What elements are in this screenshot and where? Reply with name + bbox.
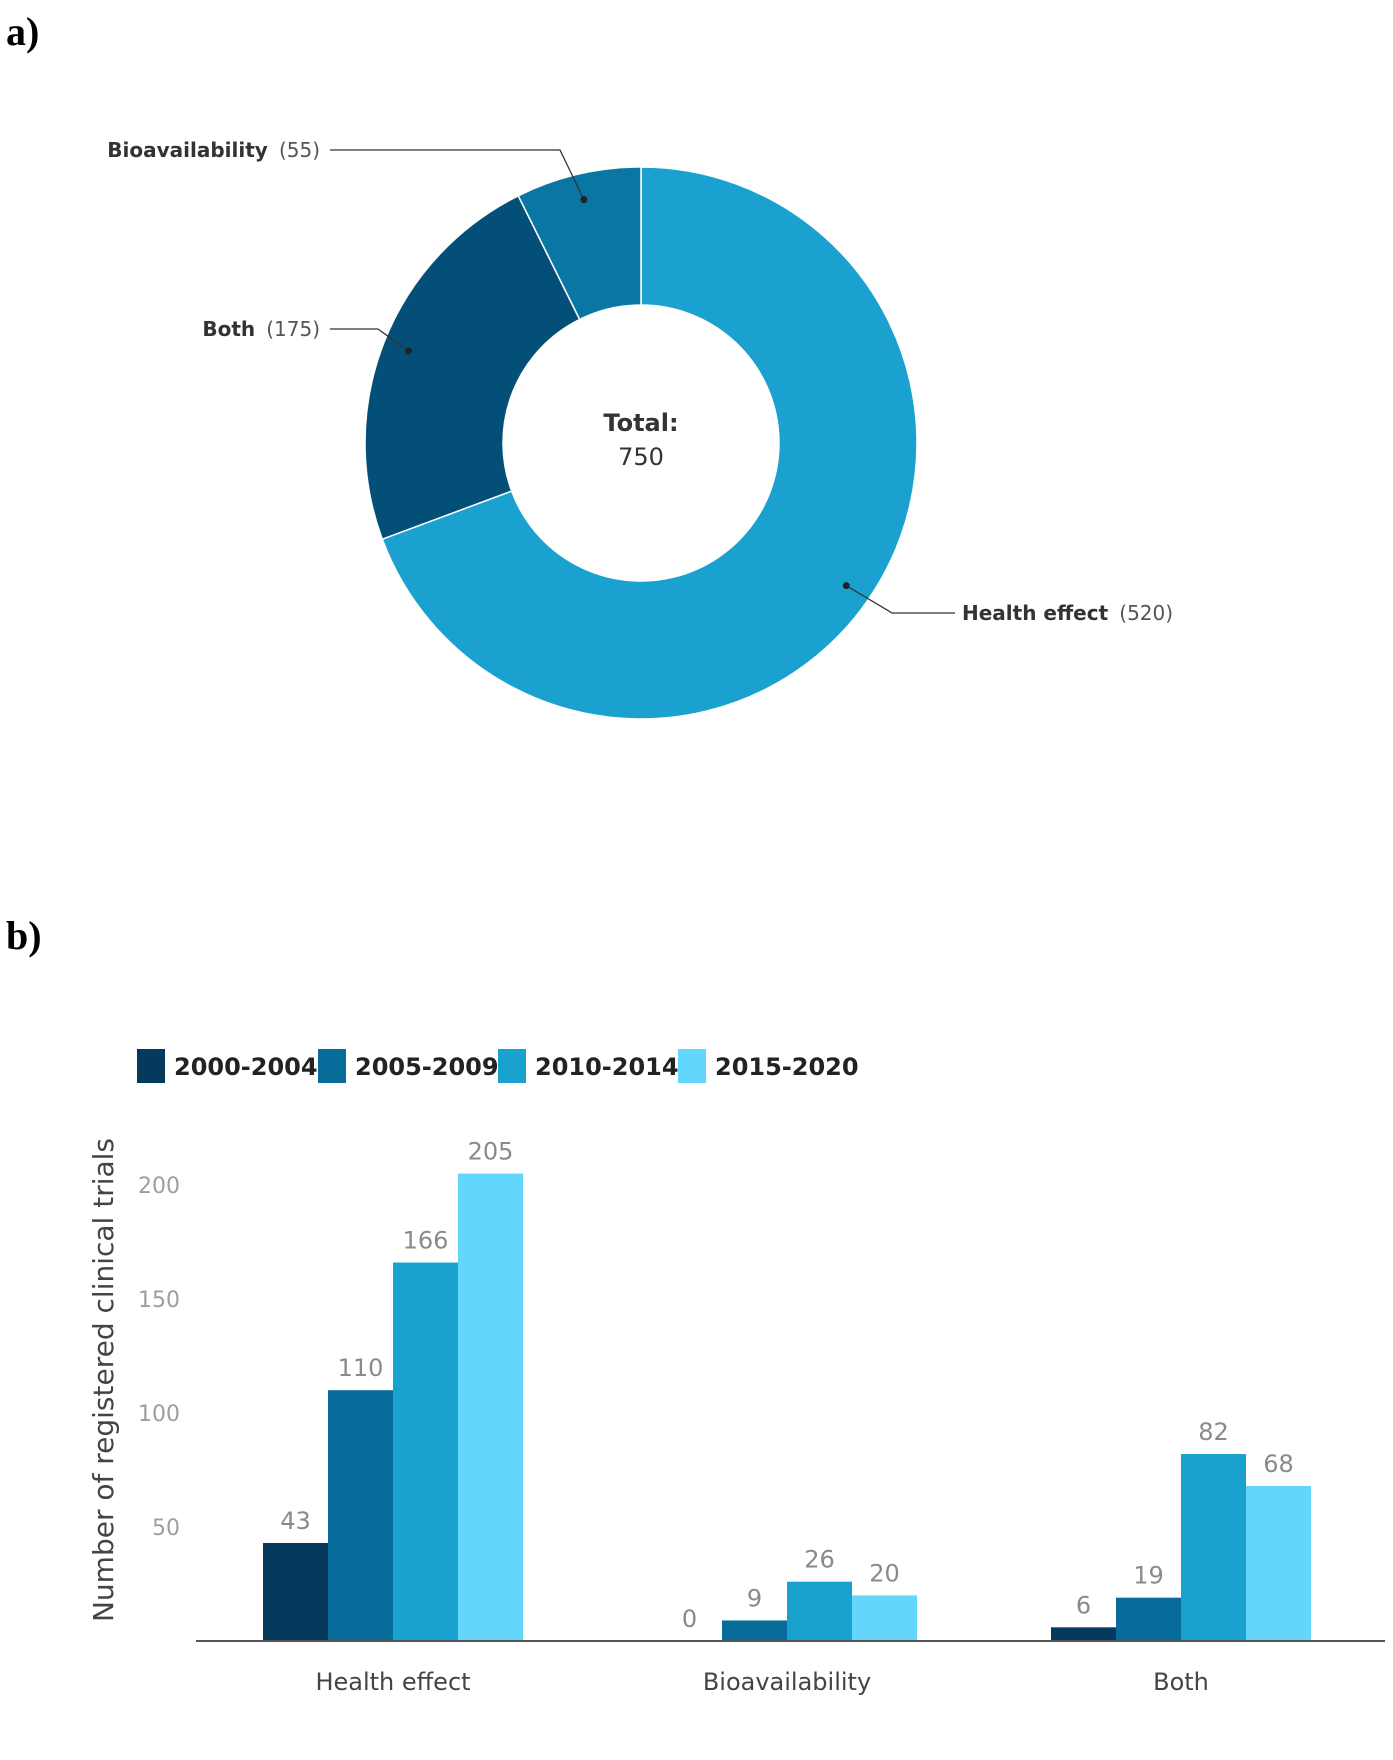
x-tick-both: Both bbox=[1153, 1668, 1209, 1696]
donut-label-bioavailability-value: (55) bbox=[279, 138, 320, 162]
x-tick-health-effect: Health effect bbox=[315, 1668, 470, 1696]
y-tick-50: 50 bbox=[152, 1516, 180, 1541]
panel-a-label: a) bbox=[6, 9, 40, 54]
y-tick-200: 200 bbox=[138, 1174, 180, 1199]
bar-value-bioavailability-2015-2020: 20 bbox=[869, 1559, 900, 1587]
legend-swatch-2000-2004 bbox=[137, 1049, 165, 1083]
donut-center-value: 750 bbox=[618, 443, 664, 471]
donut-leader-dot-health-effect bbox=[842, 582, 850, 590]
donut-label-bioavailability-name: Bioavailability bbox=[107, 138, 268, 162]
legend-label-2000-2004: 2000-2004 bbox=[174, 1053, 318, 1081]
donut-label-health-effect-name: Health effect bbox=[962, 601, 1109, 625]
bar-bioavailability-2015-2020 bbox=[852, 1595, 917, 1641]
y-tick-150: 150 bbox=[138, 1288, 180, 1313]
bar-both-2010-2014 bbox=[1181, 1454, 1246, 1641]
x-tick-bioavailability: Bioavailability bbox=[703, 1668, 871, 1696]
bar-value-bioavailability-2010-2014: 26 bbox=[804, 1546, 835, 1574]
donut-label-both-name: Both bbox=[202, 317, 255, 341]
donut-center-title: Total: bbox=[603, 409, 678, 437]
bar-chart: 2000-2004 2005-2009 2010-2014 2015-2020 … bbox=[87, 1049, 1385, 1696]
legend-swatch-2015-2020 bbox=[678, 1049, 706, 1083]
bar-value-both-2010-2014: 82 bbox=[1198, 1418, 1229, 1446]
bar-health-effect-2015-2020 bbox=[458, 1173, 523, 1641]
legend: 2000-2004 2005-2009 2010-2014 2015-2020 bbox=[137, 1049, 859, 1083]
bar-bioavailability-2010-2014 bbox=[787, 1581, 852, 1641]
donut-leader-both bbox=[330, 328, 409, 352]
bar-value-health-effect-2000-2004: 43 bbox=[280, 1507, 311, 1535]
donut-label-both-value: (175) bbox=[266, 317, 320, 341]
donut-chart: Total: 750 Bioavailability (55) Both (17… bbox=[107, 138, 1173, 720]
donut-leader-dot-both bbox=[405, 347, 413, 355]
bar-bioavailability-2005-2009 bbox=[722, 1620, 787, 1641]
donut-label-health-effect-value: (520) bbox=[1119, 601, 1173, 625]
donut-label-both: Both (175) bbox=[202, 317, 320, 341]
donut-leader-dot-bioavailability bbox=[580, 196, 588, 204]
bar-both-2005-2009 bbox=[1116, 1597, 1181, 1641]
legend-label-2005-2009: 2005-2009 bbox=[355, 1053, 499, 1081]
donut-slice-bioavailability bbox=[517, 166, 642, 321]
panel-b-label: b) bbox=[6, 913, 42, 958]
bar-value-bioavailability-2005-2009: 9 bbox=[747, 1584, 762, 1612]
donut-leader-health-effect bbox=[845, 585, 955, 614]
y-axis-label: Number of registered clinical trials bbox=[87, 1138, 120, 1622]
bar-both-2015-2020 bbox=[1246, 1485, 1311, 1641]
bar-value-both-2015-2020: 68 bbox=[1263, 1450, 1294, 1478]
y-tick-100: 100 bbox=[138, 1402, 180, 1427]
bar-value-both-2005-2009: 19 bbox=[1133, 1562, 1164, 1590]
donut-slice-both bbox=[364, 194, 581, 541]
bar-value-health-effect-2005-2009: 110 bbox=[338, 1354, 384, 1382]
donut-leader-bioavailability bbox=[330, 149, 585, 200]
bar-value-bioavailability-2000-2004: 0 bbox=[682, 1605, 697, 1633]
bar-value-health-effect-2010-2014: 166 bbox=[403, 1227, 449, 1255]
donut-slice-health-effect bbox=[381, 166, 918, 720]
bar-health-effect-2010-2014 bbox=[393, 1262, 458, 1641]
legend-swatch-2005-2009 bbox=[318, 1049, 346, 1083]
donut-label-health-effect: Health effect (520) bbox=[962, 601, 1173, 625]
bar-value-both-2000-2004: 6 bbox=[1076, 1591, 1091, 1619]
bar-health-effect-2000-2004 bbox=[263, 1542, 328, 1641]
legend-swatch-2010-2014 bbox=[498, 1049, 526, 1083]
legend-label-2010-2014: 2010-2014 bbox=[535, 1053, 679, 1081]
bar-both-2000-2004 bbox=[1051, 1627, 1116, 1641]
bar-health-effect-2005-2009 bbox=[328, 1390, 393, 1641]
donut-label-bioavailability: Bioavailability (55) bbox=[107, 138, 320, 162]
legend-label-2015-2020: 2015-2020 bbox=[715, 1053, 859, 1081]
bar-value-health-effect-2015-2020: 205 bbox=[468, 1138, 514, 1166]
